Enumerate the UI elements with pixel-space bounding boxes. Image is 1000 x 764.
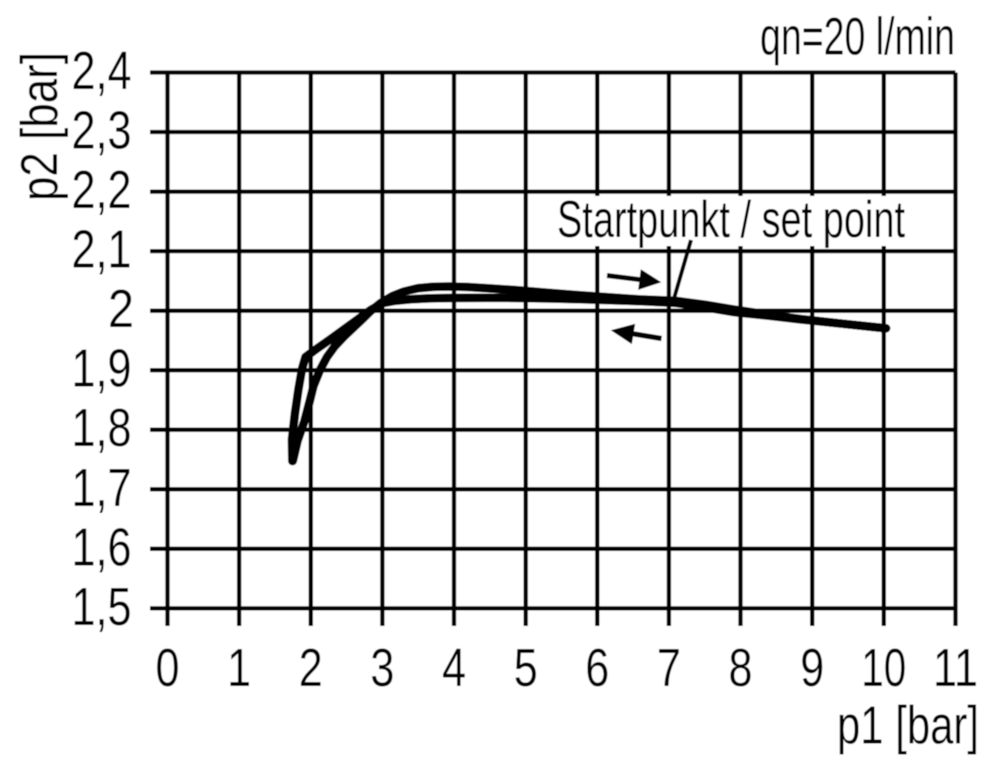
svg-text:Startpunkt / set point: Startpunkt / set point <box>557 191 905 249</box>
svg-text:7: 7 <box>657 638 681 698</box>
svg-text:11: 11 <box>933 638 978 698</box>
svg-text:6: 6 <box>585 638 609 698</box>
svg-text:1,8: 1,8 <box>72 398 132 458</box>
svg-text:5: 5 <box>514 638 538 698</box>
svg-text:p2 [bar]: p2 [bar] <box>11 52 69 201</box>
svg-text:9: 9 <box>800 638 824 698</box>
svg-text:2,4: 2,4 <box>72 41 132 101</box>
svg-text:2: 2 <box>299 638 323 698</box>
svg-text:qn=20 l/min: qn=20 l/min <box>760 8 955 67</box>
svg-text:8: 8 <box>729 638 753 698</box>
svg-text:1: 1 <box>227 638 251 698</box>
svg-text:0: 0 <box>156 638 180 698</box>
svg-text:1,7: 1,7 <box>72 458 132 518</box>
svg-text:2: 2 <box>108 279 134 339</box>
svg-text:1,6: 1,6 <box>72 517 132 577</box>
svg-text:10: 10 <box>861 638 906 698</box>
svg-text:2,3: 2,3 <box>72 101 132 161</box>
svg-text:3: 3 <box>370 638 394 698</box>
svg-text:1,5: 1,5 <box>72 577 132 637</box>
svg-text:4: 4 <box>442 638 466 698</box>
svg-text:1,9: 1,9 <box>72 339 132 399</box>
svg-text:p1 [bar]: p1 [bar] <box>837 696 979 756</box>
svg-text:2,1: 2,1 <box>72 220 132 280</box>
svg-text:2,2: 2,2 <box>72 160 132 220</box>
